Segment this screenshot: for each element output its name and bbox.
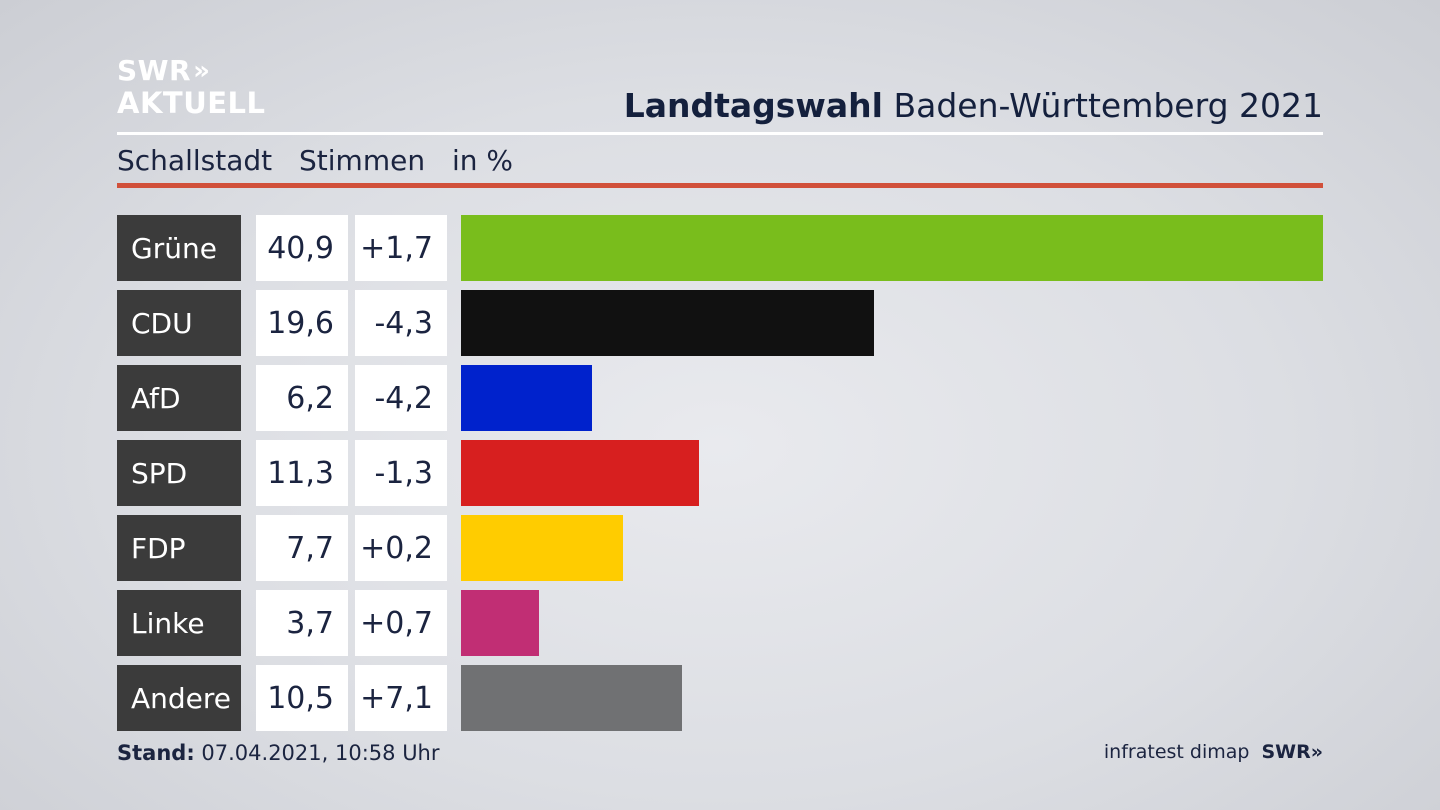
source-name: infratest dimap <box>1103 741 1250 763</box>
result-row: SPD 11,3 -1,3 <box>117 440 1323 506</box>
party-label: FDP <box>117 515 241 581</box>
party-label: Andere <box>117 665 241 731</box>
result-bar <box>461 290 875 356</box>
vote-share-label: 11,3 <box>256 440 348 506</box>
result-bar <box>461 665 683 731</box>
result-bar <box>461 215 1323 281</box>
vote-share-label: 19,6 <box>256 290 348 356</box>
double-chevron-icon: » <box>193 56 210 86</box>
title-rest: Baden-Württemberg 2021 <box>893 86 1323 125</box>
result-row: AfD 6,2 -4,2 <box>117 365 1323 431</box>
change-label: +1,7 <box>355 215 447 281</box>
stand-value: 07.04.2021, 10:58 Uhr <box>201 741 440 765</box>
result-bar <box>461 515 624 581</box>
subtitle-unit: in % <box>451 144 514 177</box>
stand-label: Stand: <box>117 741 195 765</box>
party-label: CDU <box>117 290 241 356</box>
change-label: +0,2 <box>355 515 447 581</box>
chart-title: Landtagswahl Baden-Württemberg 2021 <box>624 86 1323 125</box>
subtitle-place: Schallstadt <box>117 144 273 177</box>
source-credit: infratest dimap SWR» <box>1104 741 1323 763</box>
result-bar <box>461 365 592 431</box>
subtitle-measure: Stimmen <box>299 144 426 177</box>
change-label: -4,2 <box>355 365 447 431</box>
result-row: FDP 7,7 +0,2 <box>117 515 1323 581</box>
swr-brand-logo: SWR» <box>1261 741 1323 763</box>
swr-aktuell-logo: SWR» AKTUELL <box>117 54 266 120</box>
vote-share-label: 6,2 <box>256 365 348 431</box>
change-label: +7,1 <box>355 665 447 731</box>
subtitle-divider <box>117 183 1323 188</box>
change-label: -4,3 <box>355 290 447 356</box>
result-row: Andere 10,5 +7,1 <box>117 665 1323 731</box>
vote-share-label: 7,7 <box>256 515 348 581</box>
party-label: Grüne <box>117 215 241 281</box>
result-bar <box>461 590 539 656</box>
party-label: SPD <box>117 440 241 506</box>
result-row: CDU 19,6 -4,3 <box>117 290 1323 356</box>
party-label: AfD <box>117 365 241 431</box>
timestamp: Stand: 07.04.2021, 10:58 Uhr <box>117 741 440 765</box>
chart-subtitle: Schallstadt Stimmen in % <box>117 144 531 177</box>
result-row: Linke 3,7 +0,7 <box>117 590 1323 656</box>
party-label: Linke <box>117 590 241 656</box>
change-label: -1,3 <box>355 440 447 506</box>
change-label: +0,7 <box>355 590 447 656</box>
vote-share-label: 3,7 <box>256 590 348 656</box>
vote-share-label: 10,5 <box>256 665 348 731</box>
title-bold: Landtagswahl <box>623 86 883 125</box>
result-row: Grüne 40,9 +1,7 <box>117 215 1323 281</box>
vote-share-label: 40,9 <box>256 215 348 281</box>
result-bar <box>461 440 700 506</box>
title-divider <box>117 132 1323 135</box>
